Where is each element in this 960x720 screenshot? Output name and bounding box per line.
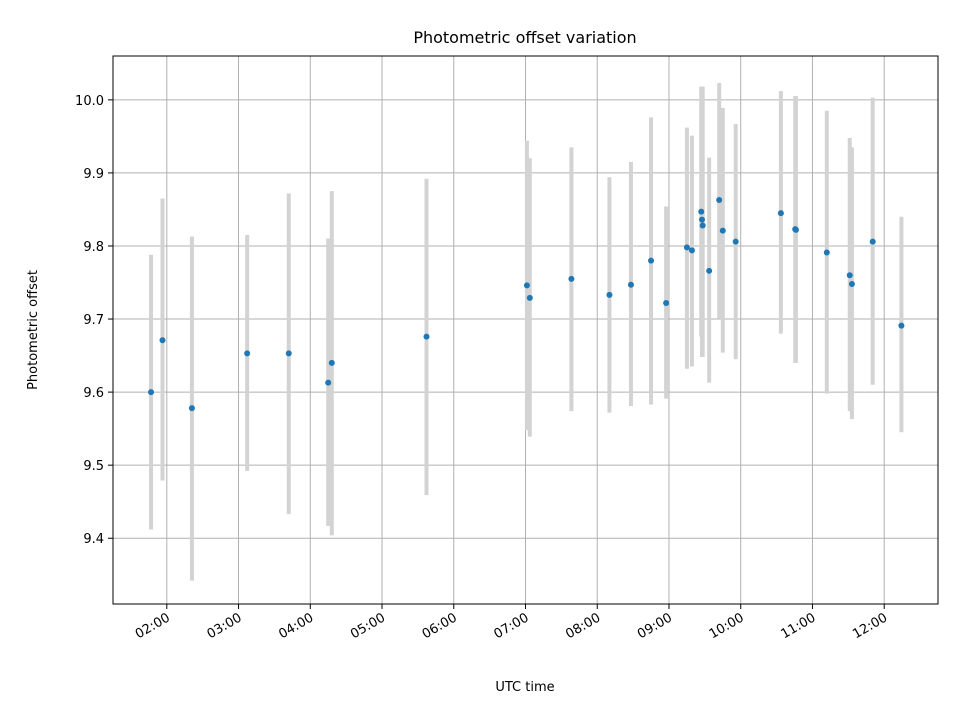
data-point	[823, 249, 830, 256]
y-tick-label: 9.8	[83, 240, 104, 255]
data-points	[148, 196, 905, 412]
data-point	[732, 238, 739, 245]
data-point	[716, 196, 723, 203]
data-point	[523, 282, 530, 289]
data-point	[848, 280, 855, 287]
y-axis: 9.4 9.5 9.6 9.7 9.8 9.9 10.0	[75, 94, 113, 547]
data-point	[285, 350, 292, 357]
data-point	[698, 216, 705, 223]
data-point	[777, 210, 784, 217]
data-point	[706, 267, 713, 274]
data-point	[325, 379, 332, 386]
y-tick-label: 9.5	[83, 459, 104, 474]
data-point	[648, 257, 655, 264]
data-point	[719, 227, 726, 234]
data-point	[159, 337, 166, 344]
y-tick-label: 9.4	[83, 532, 104, 547]
data-point	[606, 291, 613, 298]
data-point	[663, 299, 670, 306]
y-tick-label: 10.0	[75, 94, 104, 109]
data-point	[846, 272, 853, 279]
data-point	[423, 333, 430, 340]
y-tick-label: 9.7	[83, 313, 104, 328]
data-point	[898, 322, 905, 329]
chart-title: Photometric offset variation	[413, 28, 636, 47]
data-point	[792, 226, 799, 233]
data-point	[148, 389, 155, 396]
data-point	[328, 359, 335, 366]
x-axis-label: UTC time	[495, 680, 554, 695]
data-point	[698, 208, 705, 215]
data-point	[188, 405, 195, 412]
y-axis-label: Photometric offset	[26, 270, 41, 390]
data-point	[699, 222, 706, 229]
data-point	[688, 247, 695, 254]
data-point	[869, 238, 876, 245]
y-tick-label: 9.9	[83, 167, 104, 182]
data-point	[568, 275, 575, 282]
data-point	[683, 244, 690, 251]
y-tick-label: 9.6	[83, 386, 104, 401]
data-point	[244, 350, 251, 357]
data-point	[526, 294, 533, 301]
data-point	[627, 281, 634, 288]
